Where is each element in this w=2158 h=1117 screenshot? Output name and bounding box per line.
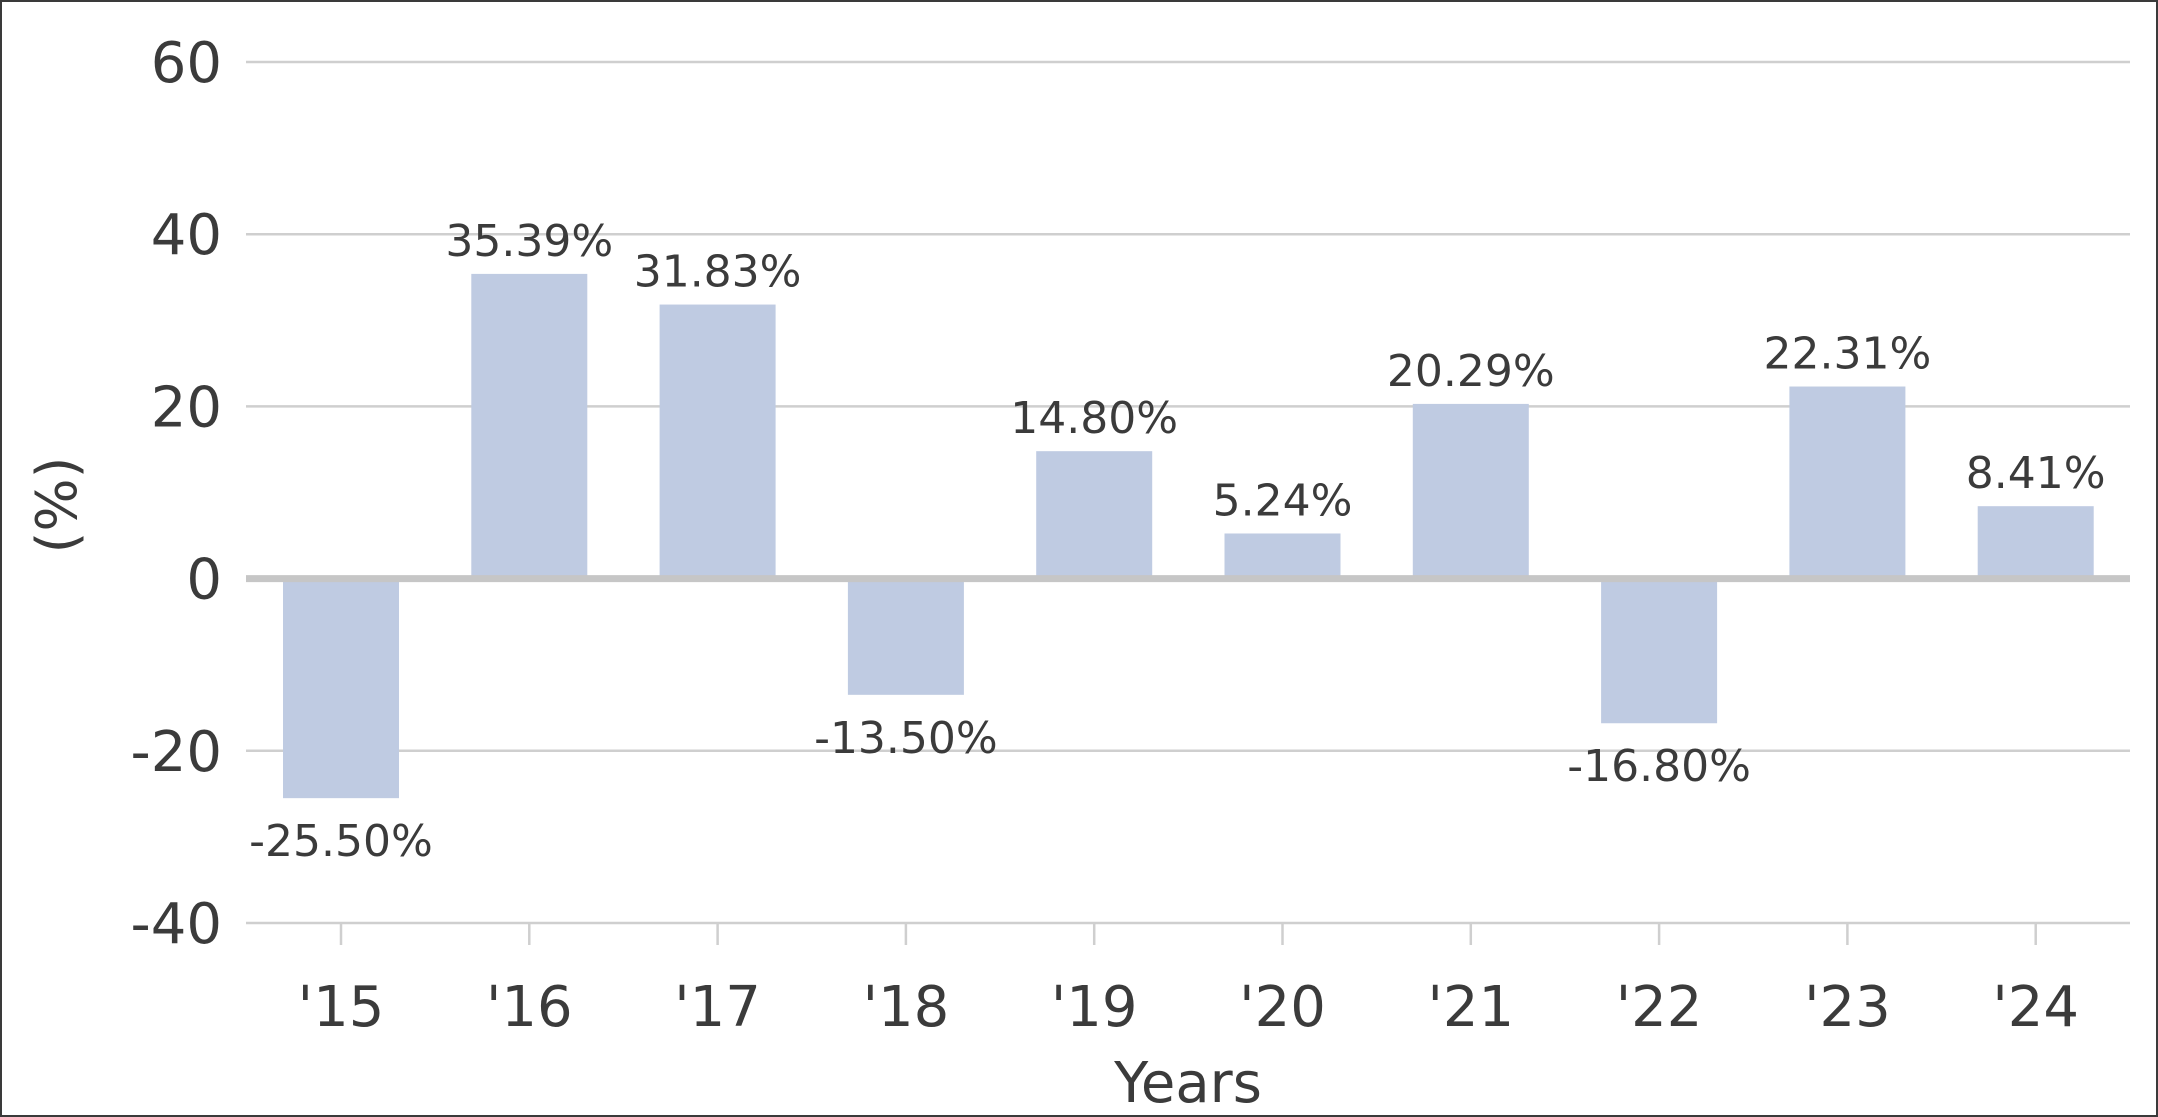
data-label: 22.31% — [1764, 329, 1932, 380]
x-tick-label: '24 — [1992, 975, 2079, 1040]
bar — [659, 304, 776, 579]
x-tick-label: '17 — [674, 975, 761, 1040]
bar — [1789, 386, 1906, 579]
y-tick-label: 0 — [186, 548, 222, 613]
y-tick-label: 20 — [151, 375, 222, 440]
y-tick-label: 60 — [151, 31, 222, 96]
x-tick-labels: '15 '16 '17 '18 '19 '20 '21 '22 '23 '24 — [298, 975, 2079, 1040]
data-label: 14.80% — [1010, 393, 1178, 444]
x-tick-label: '16 — [486, 975, 573, 1040]
bar — [1224, 533, 1341, 579]
x-axis-title: Years — [1113, 1051, 1262, 1116]
data-label: -13.50% — [814, 713, 998, 764]
y-axis-title: (%) — [25, 457, 90, 554]
data-label: -16.80% — [1567, 741, 1751, 792]
bar — [1977, 506, 2094, 579]
data-label: -25.50% — [249, 816, 433, 867]
bar — [1601, 578, 1718, 724]
x-tick-label: '23 — [1804, 975, 1891, 1040]
x-tick-label: '20 — [1239, 975, 1326, 1040]
data-label: 8.41% — [1966, 448, 2106, 499]
y-tick-label: 40 — [151, 203, 222, 268]
bars — [283, 273, 2094, 799]
data-label: 5.24% — [1213, 475, 1353, 526]
data-labels: -25.50% 35.39% 31.83% -13.50% 14.80% 5.24% 20.… — [249, 216, 2105, 867]
data-label: 31.83% — [634, 247, 802, 298]
bar — [283, 578, 399, 799]
x-tick-label: '18 — [863, 975, 950, 1040]
x-tick-label: '19 — [1051, 975, 1138, 1040]
x-tick-label: '21 — [1427, 975, 1514, 1040]
bar — [1036, 451, 1153, 579]
bar — [847, 578, 964, 695]
data-label: 20.29% — [1387, 346, 1555, 397]
y-tick-label: -40 — [131, 892, 222, 957]
bar — [1412, 403, 1529, 579]
y-tick-label: -20 — [131, 720, 222, 785]
x-tick-label: '22 — [1616, 975, 1703, 1040]
x-tick-label: '15 — [298, 975, 385, 1040]
y-tick-labels: -40 -20 0 20 40 60 — [131, 31, 222, 957]
data-label: 35.39% — [445, 216, 613, 267]
bar — [471, 273, 588, 579]
x-ticks — [339, 923, 2037, 945]
